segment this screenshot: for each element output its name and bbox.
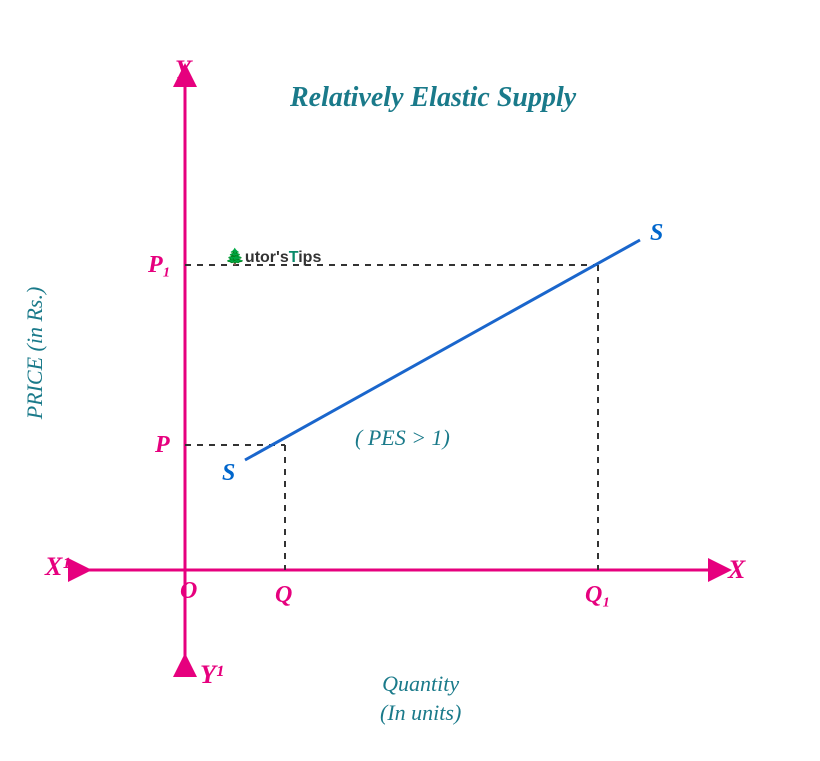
point-label-p1: P₁ [148,252,171,279]
watermark: 🌲utor'sTips [225,247,321,267]
tree-icon: 🌲 [225,249,245,266]
point-label-p: P [155,432,170,459]
chart-svg [0,0,820,761]
axis-marker-x-pos: X [728,555,745,585]
supply-curve-label-start: S [222,460,235,487]
axis-marker-y-neg: Y¹ [200,660,224,690]
point-label-q: Q [275,582,292,609]
supply-curve-label-end: S [650,220,663,247]
x-axis-label: Quantity (In units) [380,670,461,727]
formula-label: ( PES > 1) [355,425,450,451]
dashed-reference-lines [185,265,598,570]
axis-marker-x-neg: X¹ [45,552,70,582]
watermark-t2: T [289,249,298,266]
origin-label: O [180,578,197,605]
y-axis-label: PRICE (in Rs.) [22,253,48,453]
chart-container: Relatively Elastic Supply PRICE (in Rs.)… [0,0,820,761]
point-label-q1: Q₁ [585,582,611,609]
chart-title: Relatively Elastic Supply [290,82,576,114]
watermark-text-1: utor's [245,249,289,266]
watermark-text-2: ips [298,249,321,266]
axis-marker-y-pos: Y [175,55,191,85]
x-axis-label-line1: Quantity [382,671,459,696]
x-axis-label-line2: (In units) [380,700,461,725]
